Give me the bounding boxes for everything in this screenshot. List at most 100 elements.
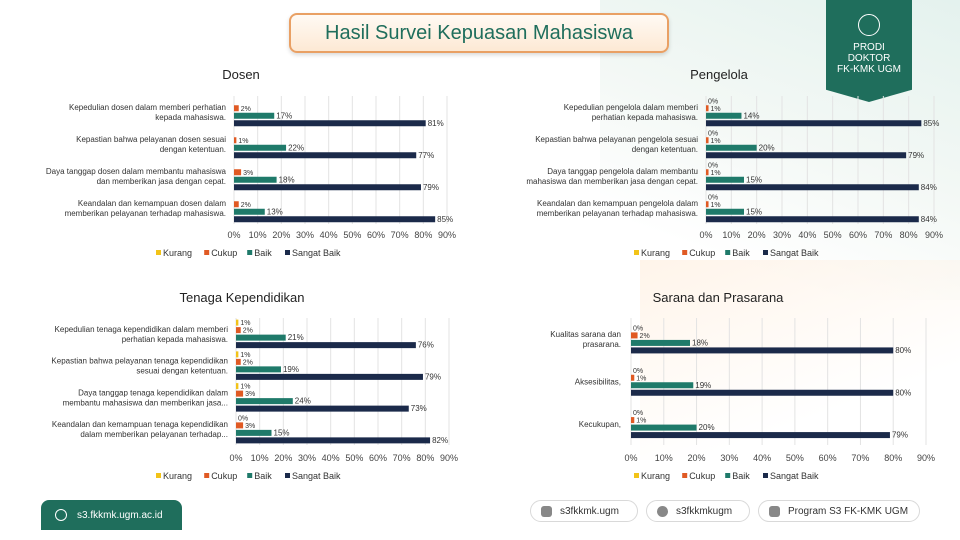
legend-label: Sangat Baik (292, 248, 341, 258)
bar-cukup (234, 105, 239, 112)
legend-label: Sangat Baik (770, 248, 819, 258)
tick-label: 60% (849, 230, 867, 240)
legend-label: Kurang (641, 248, 670, 258)
tick-label: 90% (925, 230, 943, 240)
bar-sangat-baik (706, 184, 919, 191)
data-label: 2% (243, 328, 253, 335)
data-label: 19% (283, 365, 299, 374)
data-label: 0% (238, 415, 248, 422)
bar-cukup (234, 201, 239, 208)
bar-sangat-baik (236, 405, 409, 412)
data-label: 24% (295, 397, 311, 406)
tick-label: 50% (345, 453, 363, 463)
category-label: Aksesibilitas, (575, 378, 621, 387)
bar-cukup (236, 422, 244, 429)
bar-kurang (236, 351, 239, 358)
tick-label: 0% (624, 453, 637, 463)
category-label: Keandalan dan kemampuan dosen dalam membe… (65, 199, 227, 218)
tick-label: 0% (699, 230, 712, 240)
website-text: s3.fkkmk.ugm.ac.id (77, 509, 163, 521)
data-label: 0% (633, 368, 643, 375)
data-label: 21% (288, 333, 304, 342)
youtube-text: Program S3 FK-KMK UGM (788, 505, 909, 517)
legend-label: Kurang (641, 471, 670, 481)
bar-baik (631, 424, 697, 431)
legend-label: Baik (732, 471, 750, 481)
data-label: 0% (633, 410, 643, 417)
tick-label: 30% (773, 230, 791, 240)
category-label: Kecukupan, (579, 420, 621, 429)
legend-swatch (682, 473, 688, 478)
tick-label: 10% (249, 230, 267, 240)
bar-sangat-baik (236, 342, 416, 349)
data-label: 79% (892, 431, 908, 440)
tick-label: 0% (229, 453, 242, 463)
data-label: 0% (708, 162, 718, 169)
data-label: 3% (245, 391, 255, 398)
tick-label: 60% (819, 453, 837, 463)
tick-label: 50% (786, 453, 804, 463)
data-label: 0% (708, 98, 718, 105)
youtube-link[interactable]: Program S3 FK-KMK UGM (758, 500, 920, 522)
data-label: 79% (425, 372, 441, 381)
data-label: 18% (279, 175, 295, 184)
tick-label: 70% (393, 453, 411, 463)
chart-title: Tenaga Kependidikan (179, 290, 304, 305)
tick-label: 20% (748, 230, 766, 240)
bar-baik (234, 176, 277, 183)
bar-baik (234, 208, 265, 215)
tick-label: 50% (343, 230, 361, 240)
data-label: 1% (240, 320, 250, 327)
legend-swatch (725, 250, 731, 255)
legend-swatch (156, 250, 161, 255)
legend-swatch (156, 473, 161, 478)
legend-swatch (285, 473, 290, 478)
facebook-link[interactable]: s3fkkmkugm (646, 500, 750, 522)
data-label: 2% (640, 333, 650, 340)
bar-cukup (236, 390, 244, 397)
bar-cukup (706, 169, 709, 176)
legend-swatch (247, 250, 253, 255)
bar-cukup (706, 201, 709, 208)
tick-label: 40% (753, 453, 771, 463)
website-link[interactable]: s3.fkkmk.ugm.ac.id (41, 500, 182, 530)
bar-cukup (234, 169, 242, 176)
bar-cukup (631, 417, 635, 424)
legend-label: Baik (254, 248, 272, 258)
instagram-icon (541, 505, 552, 517)
legend-label: Cukup (211, 471, 237, 481)
data-label: 1% (711, 138, 721, 145)
data-label: 84% (921, 215, 937, 224)
tick-label: 10% (655, 453, 673, 463)
tick-label: 90% (438, 230, 456, 240)
bar-sangat-baik (631, 389, 894, 396)
legend-swatch (204, 473, 210, 478)
tick-label: 80% (884, 453, 902, 463)
data-label: 0% (633, 325, 643, 332)
legend-label: Kurang (163, 248, 192, 258)
bar-kurang (236, 383, 239, 390)
data-label: 15% (274, 428, 290, 437)
data-label: 1% (636, 418, 646, 425)
legend-swatch (204, 250, 210, 255)
chart-title: Pengelola (690, 67, 749, 82)
bar-sangat-baik (236, 437, 431, 444)
bar-cukup (706, 137, 709, 144)
bar-sangat-baik (236, 373, 423, 380)
bar-sangat-baik (234, 216, 436, 223)
category-label: Kepastian bahwa pelayanan dosen sesuai de… (76, 135, 226, 154)
data-label: 82% (432, 436, 448, 445)
bar-kurang (236, 319, 239, 326)
tick-label: 10% (722, 230, 740, 240)
bar-sangat-baik (706, 216, 919, 223)
legend-label: Cukup (689, 248, 715, 258)
data-label: 1% (636, 375, 646, 382)
bar-baik (236, 429, 272, 436)
data-label: 1% (240, 352, 250, 359)
tick-label: 0% (227, 230, 240, 240)
bar-cukup (236, 327, 241, 334)
badge-line-3: FK-KMK UGM (837, 64, 901, 75)
badge-line-1: PRODI (853, 42, 885, 53)
instagram-link[interactable]: s3fkkmk.ugm (530, 500, 638, 522)
category-label: Daya tanggap tenaga kependidikan dalam me… (63, 388, 229, 407)
